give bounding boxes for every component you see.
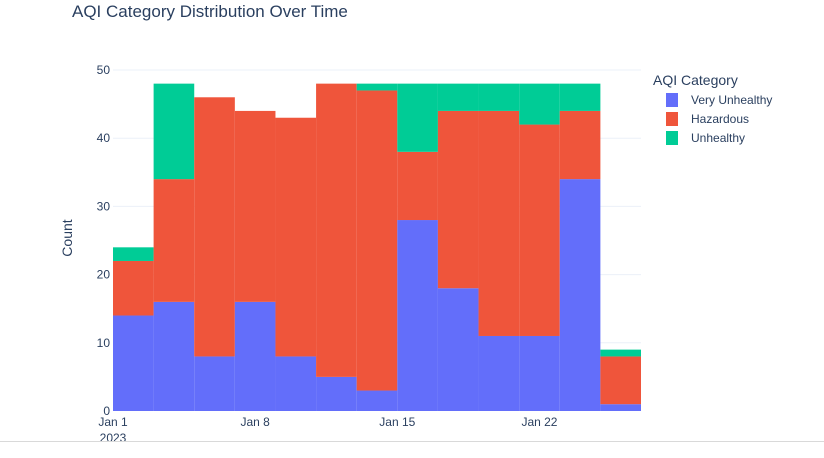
- y-ticks: 0 10 20 30 40 50: [97, 63, 111, 418]
- bar-hazardous[interactable]: [478, 110, 520, 336]
- bar-very-unhealthy[interactable]: [356, 390, 398, 411]
- bar-very-unhealthy[interactable]: [234, 301, 276, 411]
- bar-very-unhealthy[interactable]: [437, 288, 479, 411]
- bar-hazardous[interactable]: [437, 110, 479, 289]
- bar-very-unhealthy[interactable]: [600, 404, 641, 411]
- legend-label-hazardous[interactable]: Hazardous: [691, 112, 749, 126]
- bar-very-unhealthy[interactable]: [559, 179, 601, 411]
- y-tick-label: 30: [97, 199, 111, 213]
- bar-hazardous[interactable]: [600, 356, 641, 405]
- bar-unhealthy[interactable]: [437, 83, 479, 111]
- bar-very-unhealthy[interactable]: [316, 376, 357, 411]
- bar-very-unhealthy[interactable]: [478, 335, 520, 411]
- bar-hazardous[interactable]: [356, 90, 398, 391]
- bar-hazardous[interactable]: [316, 83, 357, 377]
- legend-label-unhealthy[interactable]: Unhealthy: [691, 131, 745, 145]
- y-axis-title: Count: [59, 219, 75, 256]
- bar-unhealthy[interactable]: [559, 83, 601, 111]
- bar-very-unhealthy[interactable]: [113, 315, 154, 411]
- x-tick-label: Jan 8: [240, 415, 270, 429]
- x-tick-label: Jan 15: [379, 415, 415, 429]
- bar-unhealthy[interactable]: [153, 83, 195, 180]
- bar-unhealthy[interactable]: [478, 83, 520, 111]
- bar-unhealthy[interactable]: [519, 83, 560, 125]
- bar-hazardous[interactable]: [559, 110, 601, 180]
- bar-hazardous[interactable]: [234, 110, 276, 302]
- bar-very-unhealthy[interactable]: [275, 356, 317, 411]
- bottom-divider: [0, 441, 824, 442]
- bar-unhealthy[interactable]: [113, 247, 154, 261]
- bar-hazardous[interactable]: [519, 124, 560, 336]
- bar-hazardous[interactable]: [194, 97, 235, 357]
- bar-hazardous[interactable]: [275, 117, 317, 357]
- bars: [113, 83, 641, 411]
- bar-unhealthy[interactable]: [600, 349, 641, 357]
- y-tick-label: 10: [97, 336, 111, 350]
- x-tick-label: Jan 1: [98, 415, 128, 429]
- bar-unhealthy[interactable]: [397, 83, 438, 152]
- y-tick-label: 0: [103, 404, 110, 418]
- bar-unhealthy[interactable]: [356, 83, 398, 91]
- legend-label-very-unhealthy[interactable]: Very Unhealthy: [691, 93, 772, 107]
- legend-swatch-hazardous[interactable]: [666, 112, 678, 126]
- legend[interactable]: Very Unhealthy Hazardous Unhealthy: [666, 93, 772, 145]
- y-tick-label: 40: [97, 131, 111, 145]
- bar-hazardous[interactable]: [153, 179, 195, 302]
- bar-very-unhealthy[interactable]: [153, 301, 195, 411]
- chart-title: AQI Category Distribution Over Time: [72, 2, 348, 21]
- x-tick-sublabel: 2023: [100, 431, 127, 445]
- y-tick-label: 20: [97, 268, 111, 282]
- x-tick-label: Jan 22: [521, 415, 557, 429]
- bar-very-unhealthy[interactable]: [397, 220, 438, 411]
- y-tick-label: 50: [97, 63, 111, 77]
- bar-hazardous[interactable]: [113, 260, 154, 316]
- legend-swatch-very-unhealthy[interactable]: [666, 93, 678, 107]
- legend-swatch-unhealthy[interactable]: [666, 131, 678, 145]
- bar-very-unhealthy[interactable]: [194, 356, 235, 411]
- legend-title: AQI Category: [653, 72, 738, 88]
- bar-very-unhealthy[interactable]: [519, 335, 560, 411]
- bar-hazardous[interactable]: [397, 151, 438, 221]
